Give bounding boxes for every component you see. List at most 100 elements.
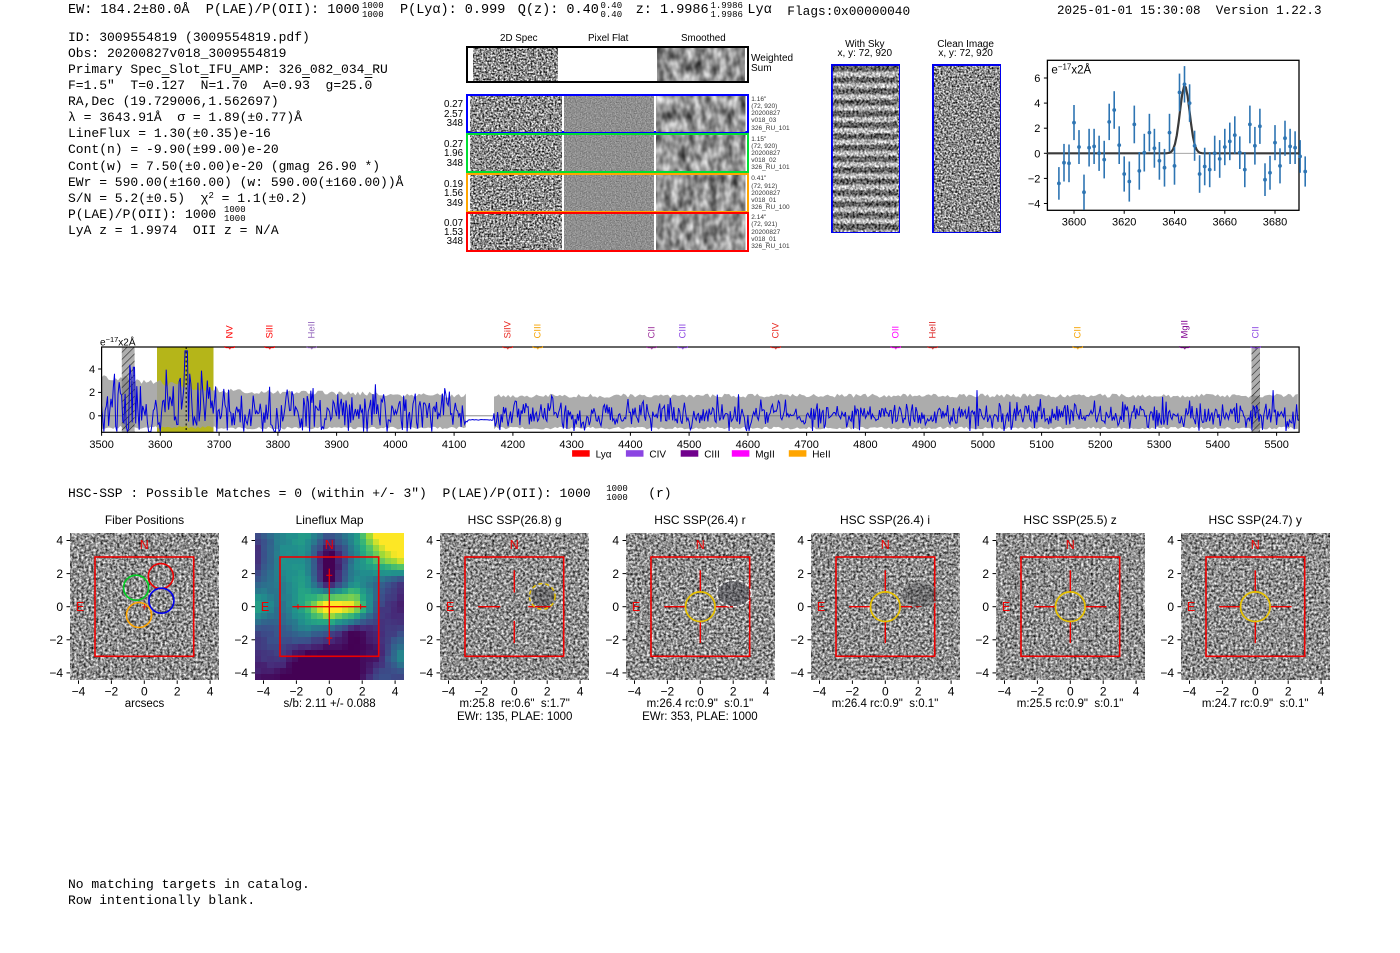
svg-text:−2: −2 bbox=[420, 633, 434, 647]
svg-text:3500: 3500 bbox=[89, 439, 113, 451]
svg-text:−2: −2 bbox=[845, 684, 859, 698]
svg-text:N: N bbox=[140, 538, 149, 552]
svg-text:2: 2 bbox=[729, 684, 736, 698]
svg-text:4: 4 bbox=[57, 534, 64, 548]
svg-text:4: 4 bbox=[427, 534, 434, 548]
svg-text:3900: 3900 bbox=[324, 439, 348, 451]
svg-text:4: 4 bbox=[612, 534, 619, 548]
svg-text:0: 0 bbox=[427, 600, 434, 614]
svg-text:4000: 4000 bbox=[383, 439, 407, 451]
svg-text:4: 4 bbox=[1133, 684, 1140, 698]
svg-text:3600: 3600 bbox=[148, 439, 172, 451]
svg-text:4: 4 bbox=[947, 684, 954, 698]
svg-text:2: 2 bbox=[797, 567, 804, 581]
svg-text:2: 2 bbox=[915, 684, 922, 698]
svg-text:E: E bbox=[1002, 600, 1010, 614]
svg-text:0: 0 bbox=[57, 600, 64, 614]
svg-text:4300: 4300 bbox=[559, 439, 583, 451]
svg-text:N: N bbox=[880, 538, 889, 552]
svg-text:3620: 3620 bbox=[1112, 216, 1136, 228]
svg-text:4600: 4600 bbox=[736, 439, 760, 451]
svg-text:OII: OII bbox=[891, 326, 902, 339]
svg-text:0: 0 bbox=[797, 600, 804, 614]
svg-text:4: 4 bbox=[982, 534, 989, 548]
svg-text:−2: −2 bbox=[475, 684, 489, 698]
svg-text:HeII: HeII bbox=[307, 321, 318, 338]
svg-text:4: 4 bbox=[242, 534, 249, 548]
svg-text:4500: 4500 bbox=[677, 439, 701, 451]
svg-text:2: 2 bbox=[1167, 567, 1174, 581]
svg-text:HeII: HeII bbox=[928, 321, 939, 338]
svg-text:4700: 4700 bbox=[794, 439, 818, 451]
svg-text:e−17x2Å: e−17x2Å bbox=[1051, 62, 1091, 76]
svg-text:4: 4 bbox=[207, 684, 214, 698]
svg-text:−4: −4 bbox=[442, 684, 456, 698]
svg-text:MgII: MgII bbox=[755, 449, 774, 460]
svg-text:2: 2 bbox=[1100, 684, 1107, 698]
svg-text:4400: 4400 bbox=[618, 439, 642, 451]
svg-text:MgII: MgII bbox=[1180, 320, 1191, 338]
svg-text:E: E bbox=[76, 600, 84, 614]
svg-text:−4: −4 bbox=[420, 666, 434, 680]
svg-text:{: { bbox=[1179, 346, 1191, 350]
svg-text:0: 0 bbox=[242, 600, 249, 614]
svg-text:CIII: CIII bbox=[704, 449, 720, 460]
svg-text:−4: −4 bbox=[605, 666, 619, 680]
svg-text:−4: −4 bbox=[1160, 666, 1174, 680]
svg-text:0: 0 bbox=[1067, 684, 1074, 698]
svg-text:4: 4 bbox=[762, 684, 769, 698]
svg-text:−2: −2 bbox=[1160, 633, 1174, 647]
svg-text:−4: −4 bbox=[812, 684, 826, 698]
svg-text:−2: −2 bbox=[660, 684, 674, 698]
svg-text:5500: 5500 bbox=[1264, 439, 1288, 451]
svg-text:4100: 4100 bbox=[442, 439, 466, 451]
svg-text:{: { bbox=[646, 346, 658, 350]
svg-text:CII: CII bbox=[647, 326, 658, 338]
svg-text:0: 0 bbox=[612, 600, 619, 614]
svg-text:−2: −2 bbox=[605, 633, 619, 647]
svg-text:N: N bbox=[695, 538, 704, 552]
svg-text:{: { bbox=[890, 346, 902, 350]
svg-text:0: 0 bbox=[1252, 684, 1259, 698]
svg-text:−4: −4 bbox=[627, 684, 641, 698]
svg-text:CII: CII bbox=[1251, 326, 1262, 338]
svg-text:−2: −2 bbox=[975, 633, 989, 647]
svg-text:−2: −2 bbox=[290, 684, 304, 698]
svg-text:NV: NV bbox=[225, 325, 236, 339]
svg-text:−2: −2 bbox=[1028, 173, 1041, 185]
svg-text:N: N bbox=[325, 538, 334, 552]
svg-text:0: 0 bbox=[1167, 600, 1174, 614]
svg-text:−4: −4 bbox=[235, 666, 249, 680]
svg-text:5300: 5300 bbox=[1147, 439, 1171, 451]
svg-text:−4: −4 bbox=[257, 684, 271, 698]
svg-text:Lyα: Lyα bbox=[596, 449, 612, 460]
svg-text:CII: CII bbox=[1073, 326, 1084, 338]
svg-text:CIII: CIII bbox=[678, 324, 689, 339]
svg-text:2: 2 bbox=[612, 567, 619, 581]
svg-text:SiIV: SiIV bbox=[503, 320, 514, 338]
svg-text:5200: 5200 bbox=[1088, 439, 1112, 451]
svg-text:3640: 3640 bbox=[1162, 216, 1186, 228]
svg-text:2: 2 bbox=[427, 567, 434, 581]
svg-text:E: E bbox=[261, 600, 269, 614]
svg-text:−4: −4 bbox=[975, 666, 989, 680]
svg-text:{: { bbox=[532, 346, 544, 350]
svg-text:0: 0 bbox=[882, 684, 889, 698]
svg-text:E: E bbox=[631, 600, 639, 614]
svg-text:E: E bbox=[817, 600, 825, 614]
svg-text:4: 4 bbox=[1034, 98, 1040, 110]
svg-text:N: N bbox=[510, 538, 519, 552]
svg-text:CIV: CIV bbox=[771, 322, 782, 339]
svg-text:0: 0 bbox=[511, 684, 518, 698]
svg-text:−2: −2 bbox=[50, 633, 64, 647]
svg-text:3700: 3700 bbox=[207, 439, 231, 451]
svg-text:0: 0 bbox=[141, 684, 148, 698]
svg-text:−2: −2 bbox=[1030, 684, 1044, 698]
svg-text:HeII: HeII bbox=[812, 449, 830, 460]
svg-text:E: E bbox=[446, 600, 454, 614]
svg-text:4800: 4800 bbox=[853, 439, 877, 451]
svg-text:5100: 5100 bbox=[1029, 439, 1053, 451]
svg-text:−4: −4 bbox=[1183, 684, 1197, 698]
svg-text:0: 0 bbox=[982, 600, 989, 614]
svg-text:{: { bbox=[1250, 346, 1262, 350]
